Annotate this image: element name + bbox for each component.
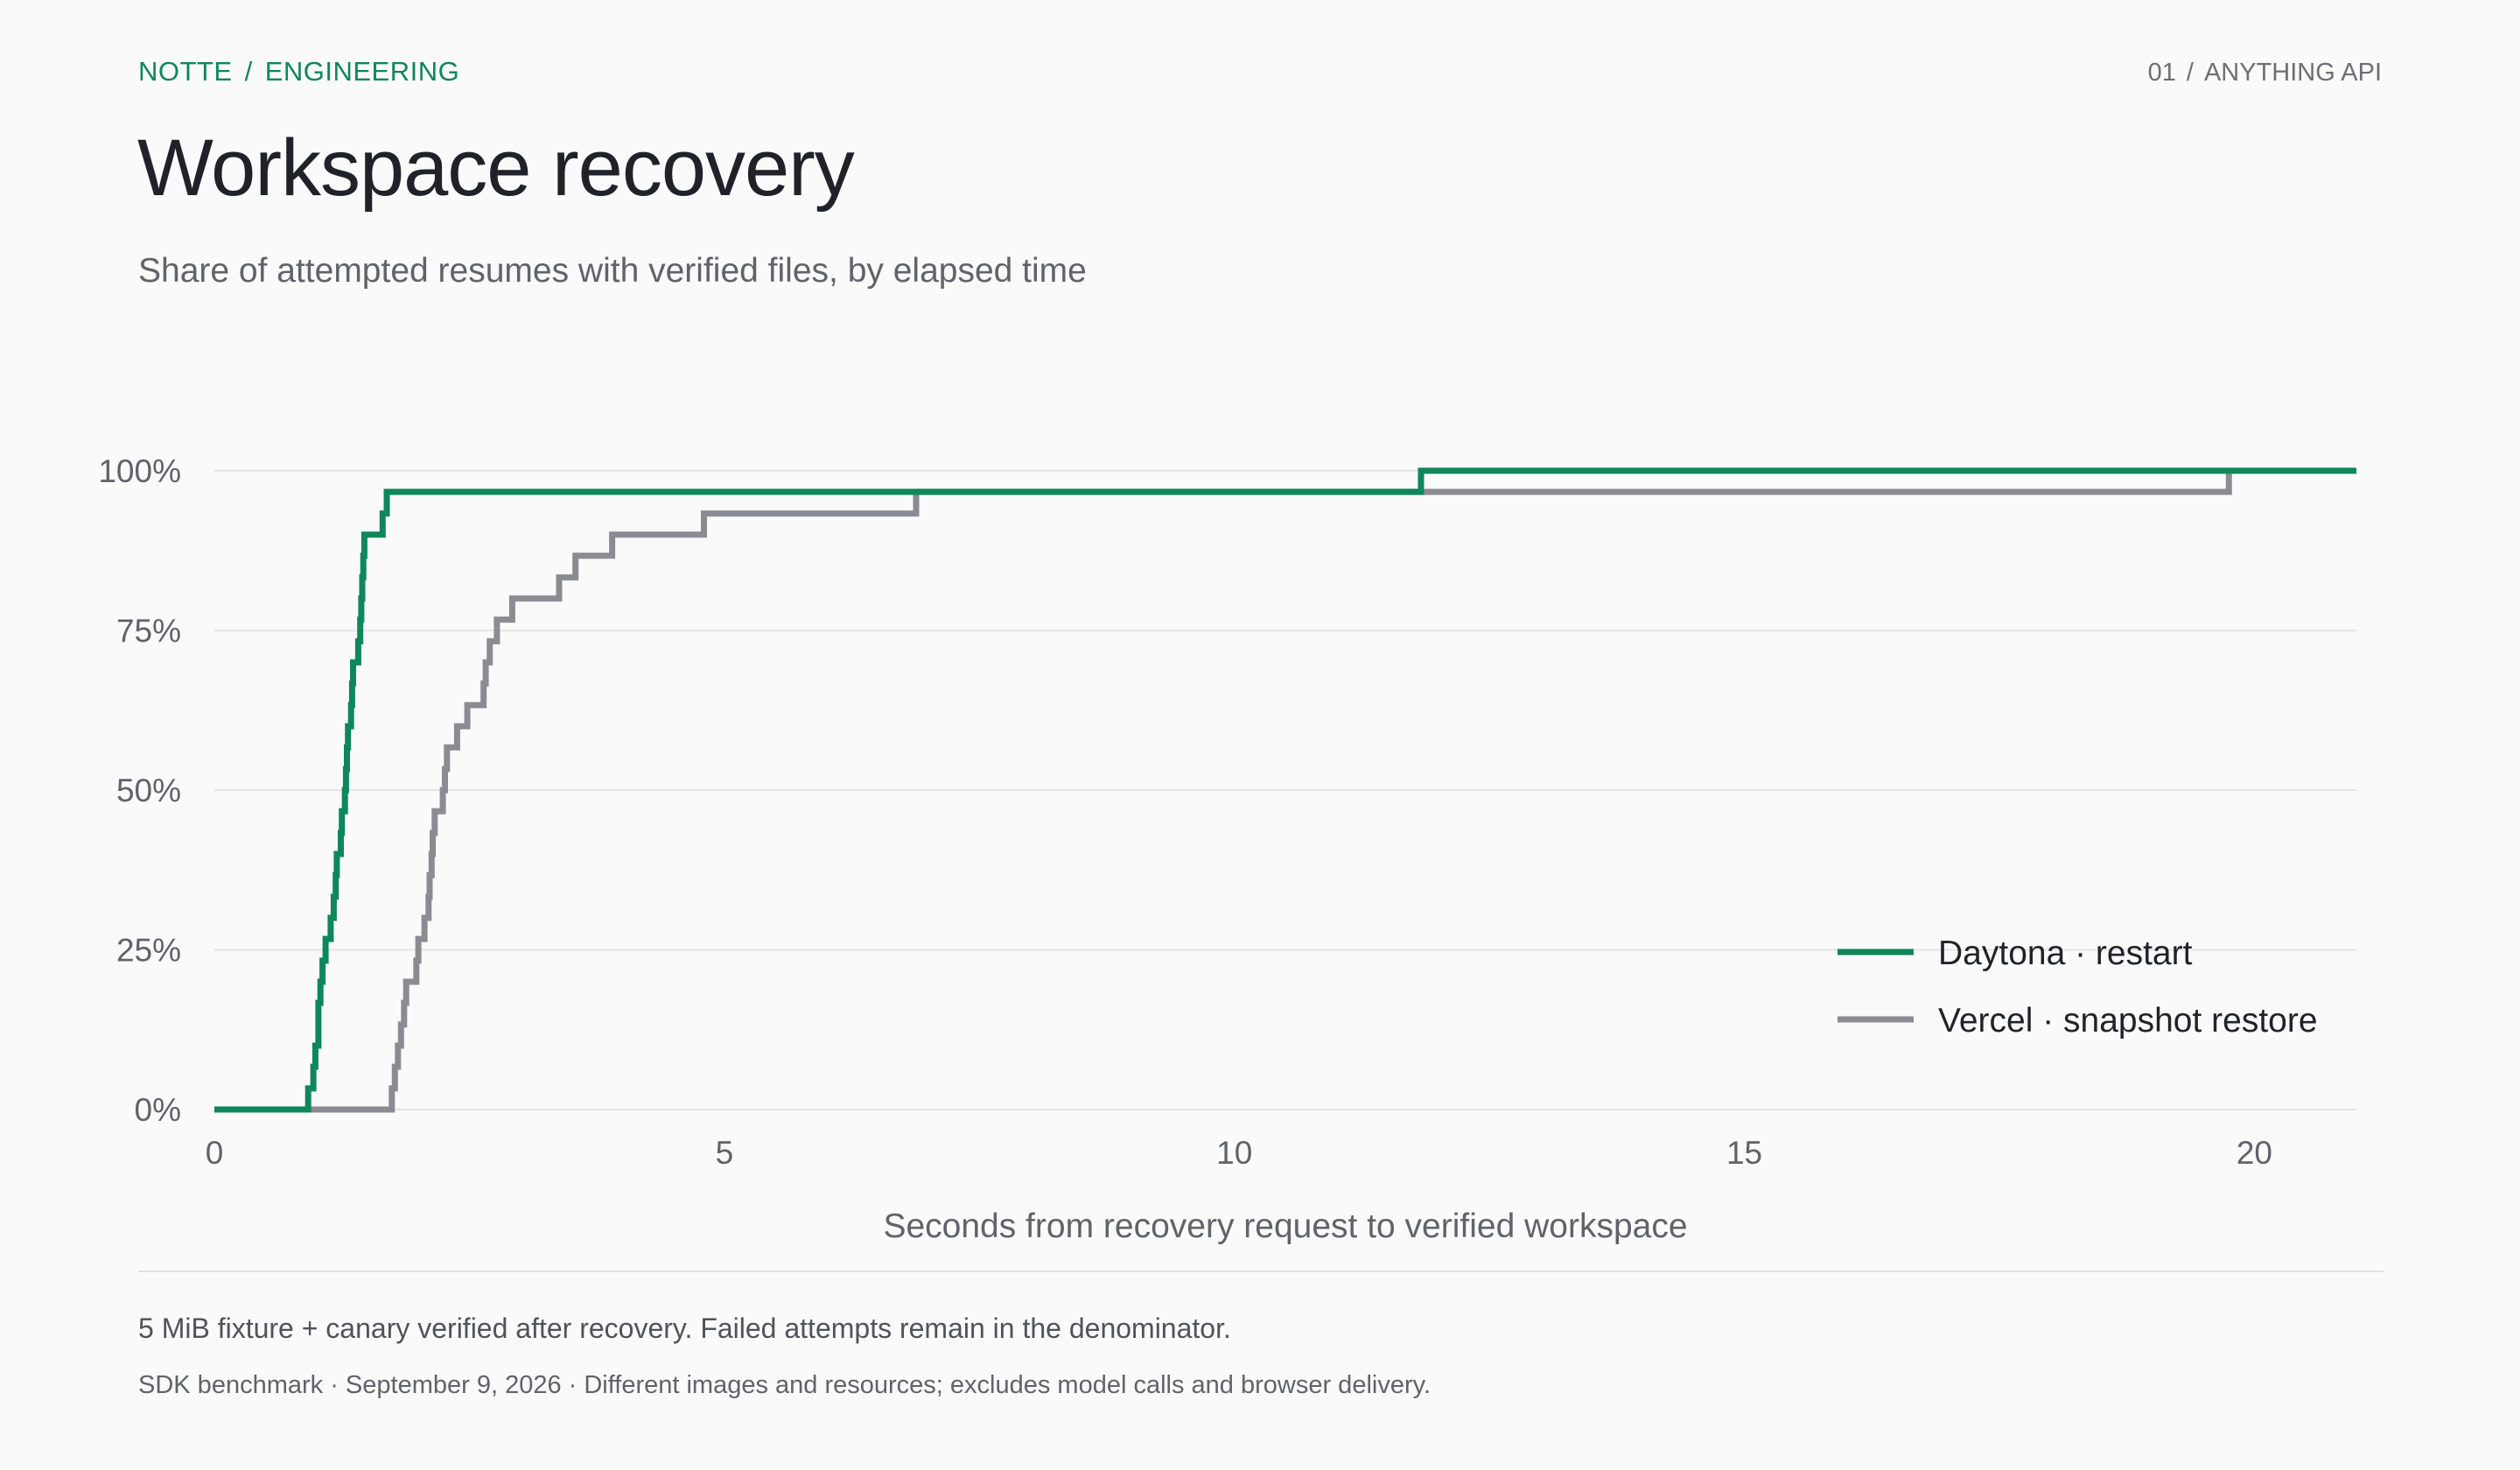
page-subtitle: Share of attempted resumes with verified… [138, 252, 1087, 290]
series-line-daytona [214, 467, 2356, 1113]
recovery-step-chart: 0% 25% 50% 75% 100% 0 5 10 15 20 Seconds from re… [98, 453, 2356, 1245]
y-axis-ticks: 0% 25% 50% 75% 100% [98, 453, 181, 1128]
page-number: 01 [2147, 59, 2176, 87]
breadcrumb-separator: / [244, 56, 253, 87]
y-tick-label: 25% [116, 933, 181, 969]
x-tick-label: 20 [2236, 1135, 2272, 1171]
x-axis-title: Seconds from recovery request to verifie… [883, 1208, 1687, 1245]
legend-label: Daytona · restart [1938, 934, 2193, 972]
y-tick-label: 50% [116, 773, 181, 808]
y-tick-label: 100% [98, 453, 181, 489]
chart-series [214, 467, 2356, 1113]
x-tick-label: 0 [206, 1135, 224, 1171]
x-tick-label: 15 [1726, 1135, 1762, 1171]
legend-label: Vercel · snapshot restore [1938, 1002, 2318, 1040]
page-title: Workspace recovery [137, 123, 855, 213]
breadcrumb-item-notte[interactable]: NOTTE [138, 56, 233, 87]
y-tick-label: 0% [135, 1092, 181, 1128]
footer-divider [138, 1270, 2384, 1272]
series-line-vercel [214, 467, 2356, 1113]
y-tick-label: 75% [116, 613, 181, 649]
breadcrumb-item-engineering[interactable]: ENGINEERING [264, 56, 460, 87]
page-label: ANYTHING API [2203, 59, 2382, 87]
footnote: 5 MiB fixture + canary verified after re… [138, 1312, 1231, 1344]
source-note: SDK benchmark · September 9, 2026 · Diff… [138, 1371, 1432, 1399]
page-tag: 01 / ANYTHING API [2148, 59, 2382, 88]
page-tag-separator: / [2186, 59, 2194, 87]
x-axis-ticks: 0 5 10 15 20 [206, 1135, 2272, 1171]
chart-legend: Daytona · restart Vercel · snapshot resto… [1838, 934, 2318, 1040]
x-tick-label: 10 [1216, 1135, 1252, 1171]
breadcrumb: NOTTE / ENGINEERING [138, 56, 459, 88]
x-tick-label: 5 [716, 1135, 734, 1171]
